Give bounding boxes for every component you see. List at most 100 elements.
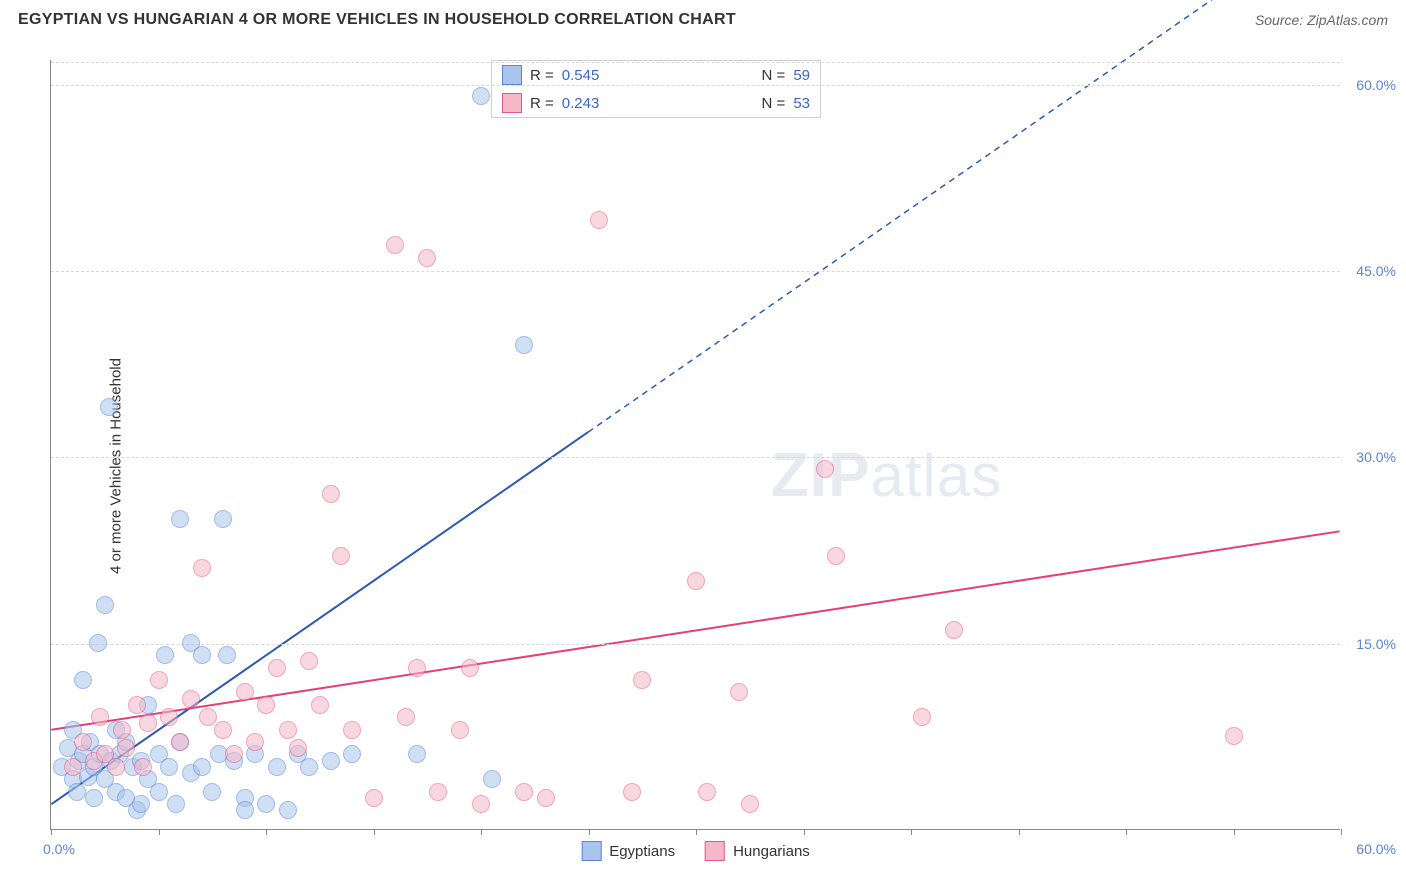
y-tick-label: 45.0% xyxy=(1346,263,1396,279)
legend-r-label: R = xyxy=(530,67,554,84)
scatter-point xyxy=(268,659,286,677)
series-legend: Egyptians Hungarians xyxy=(581,841,810,861)
x-tick xyxy=(1019,829,1020,835)
legend-n-label: N = xyxy=(762,95,786,112)
scatter-point xyxy=(100,398,118,416)
legend-swatch xyxy=(581,841,601,861)
scatter-point xyxy=(199,708,217,726)
scatter-point xyxy=(300,652,318,670)
scatter-point xyxy=(300,758,318,776)
gridline xyxy=(51,644,1340,645)
x-tick xyxy=(159,829,160,835)
scatter-point xyxy=(365,789,383,807)
chart-title: EGYPTIAN VS HUNGARIAN 4 OR MORE VEHICLES… xyxy=(18,11,736,29)
gridline xyxy=(51,271,1340,272)
legend-r-value: 0.545 xyxy=(562,67,600,84)
scatter-point xyxy=(913,708,931,726)
scatter-point xyxy=(89,634,107,652)
scatter-point xyxy=(461,659,479,677)
scatter-point xyxy=(91,708,109,726)
scatter-point xyxy=(236,683,254,701)
y-tick-label: 15.0% xyxy=(1346,636,1396,652)
plot-area: ZIPatlas R =0.545N =59R =0.243N =53 Egyp… xyxy=(50,60,1340,830)
legend-swatch xyxy=(705,841,725,861)
scatter-point xyxy=(113,721,131,739)
scatter-point xyxy=(343,745,361,763)
scatter-point xyxy=(156,646,174,664)
x-tick xyxy=(374,829,375,835)
scatter-point xyxy=(687,572,705,590)
scatter-point xyxy=(472,795,490,813)
series-legend-label: Egyptians xyxy=(609,843,675,860)
scatter-point xyxy=(537,789,555,807)
scatter-point xyxy=(214,721,232,739)
source-attribution: Source: ZipAtlas.com xyxy=(1255,12,1388,28)
scatter-point xyxy=(236,801,254,819)
legend-swatch xyxy=(502,93,522,113)
scatter-point xyxy=(74,671,92,689)
x-tick xyxy=(589,829,590,835)
scatter-point xyxy=(322,485,340,503)
scatter-point xyxy=(167,795,185,813)
scatter-point xyxy=(74,733,92,751)
scatter-point xyxy=(68,783,86,801)
legend-swatch xyxy=(502,65,522,85)
scatter-point xyxy=(472,87,490,105)
series-legend-label: Hungarians xyxy=(733,843,810,860)
y-tick-label: 60.0% xyxy=(1346,77,1396,93)
x-tick xyxy=(696,829,697,835)
scatter-point xyxy=(150,671,168,689)
correlation-legend: R =0.545N =59R =0.243N =53 xyxy=(491,60,821,118)
scatter-point xyxy=(139,714,157,732)
scatter-point xyxy=(150,783,168,801)
scatter-point xyxy=(623,783,641,801)
x-tick xyxy=(1234,829,1235,835)
scatter-point xyxy=(107,758,125,776)
trend-lines xyxy=(51,60,1340,829)
scatter-point xyxy=(741,795,759,813)
scatter-point xyxy=(279,801,297,819)
scatter-point xyxy=(451,721,469,739)
x-tick xyxy=(51,829,52,835)
scatter-point xyxy=(96,596,114,614)
scatter-point xyxy=(160,758,178,776)
scatter-point xyxy=(827,547,845,565)
scatter-point xyxy=(171,733,189,751)
x-tick xyxy=(481,829,482,835)
scatter-point xyxy=(132,795,150,813)
series-legend-item: Hungarians xyxy=(705,841,810,861)
x-axis-label: 60.0% xyxy=(1356,841,1396,857)
scatter-point xyxy=(816,460,834,478)
scatter-point xyxy=(429,783,447,801)
scatter-point xyxy=(214,510,232,528)
legend-row: R =0.243N =53 xyxy=(492,89,820,117)
scatter-point xyxy=(134,758,152,776)
scatter-point xyxy=(257,696,275,714)
scatter-point xyxy=(332,547,350,565)
scatter-point xyxy=(311,696,329,714)
scatter-point xyxy=(418,249,436,267)
watermark: ZIPatlas xyxy=(771,440,1002,511)
scatter-point xyxy=(397,708,415,726)
legend-n-value: 53 xyxy=(793,95,810,112)
scatter-point xyxy=(193,758,211,776)
gridline xyxy=(51,85,1340,86)
scatter-point xyxy=(268,758,286,776)
scatter-point xyxy=(128,696,146,714)
x-tick xyxy=(911,829,912,835)
x-axis-label: 0.0% xyxy=(43,841,75,857)
chart-container: 4 or more Vehicles in Household ZIPatlas… xyxy=(0,40,1406,892)
x-tick xyxy=(266,829,267,835)
scatter-point xyxy=(730,683,748,701)
scatter-point xyxy=(85,789,103,807)
scatter-point xyxy=(1225,727,1243,745)
scatter-point xyxy=(203,783,221,801)
scatter-point xyxy=(343,721,361,739)
scatter-point xyxy=(386,236,404,254)
scatter-point xyxy=(218,646,236,664)
scatter-point xyxy=(64,758,82,776)
x-tick xyxy=(1126,829,1127,835)
legend-r-label: R = xyxy=(530,95,554,112)
scatter-point xyxy=(590,211,608,229)
scatter-point xyxy=(515,336,533,354)
